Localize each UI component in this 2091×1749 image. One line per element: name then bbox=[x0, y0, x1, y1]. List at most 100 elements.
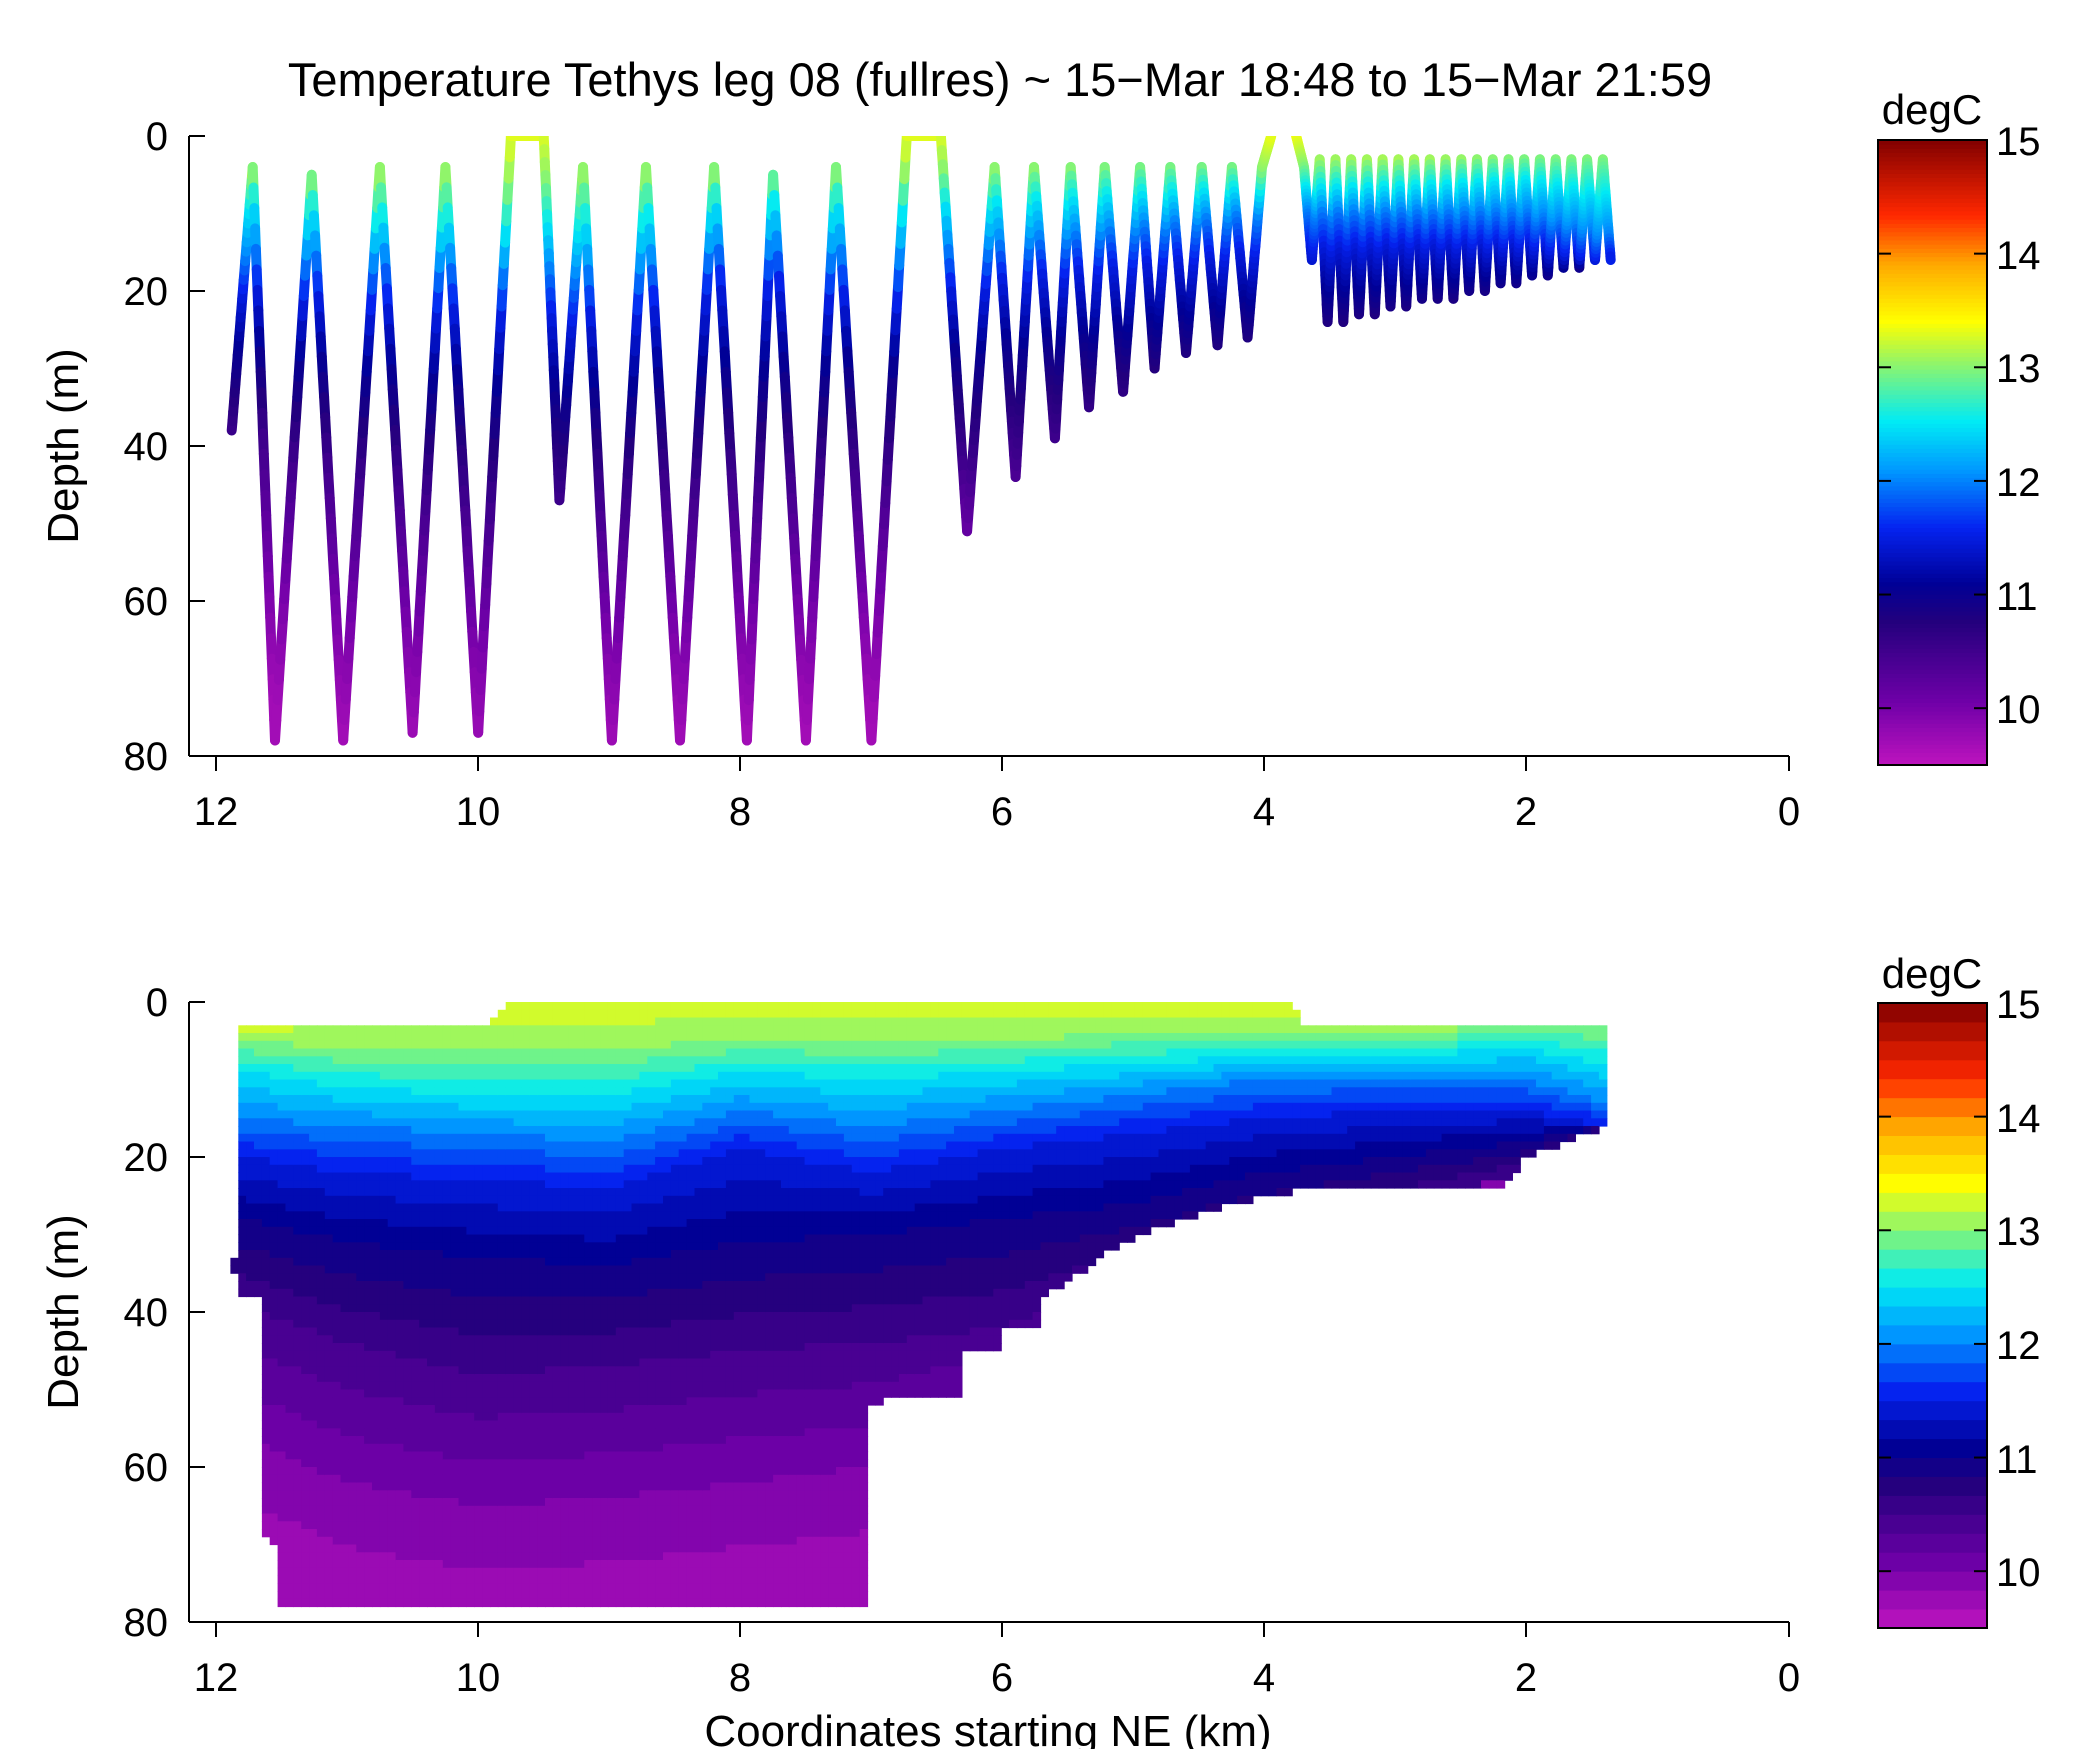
contour-cell bbox=[309, 1242, 318, 1251]
contour-cell bbox=[356, 1459, 365, 1468]
contour-cell bbox=[238, 1126, 247, 1135]
contour-cell bbox=[482, 1591, 491, 1600]
contour-cell bbox=[395, 1211, 405, 1220]
contour-cell bbox=[332, 1126, 342, 1135]
colorbar-band bbox=[1878, 227, 1987, 233]
contour-cell bbox=[285, 1436, 294, 1445]
contour-cell bbox=[332, 1381, 342, 1391]
contour-cell bbox=[474, 1420, 483, 1429]
contour-cell bbox=[419, 1110, 428, 1119]
contour-cell bbox=[277, 1513, 287, 1522]
contour-cell bbox=[387, 1211, 397, 1220]
contour-cell bbox=[277, 1420, 287, 1429]
contour-cell bbox=[466, 1234, 475, 1243]
contour-cell bbox=[411, 1281, 420, 1290]
contour-cell bbox=[254, 1133, 263, 1143]
contour-cell bbox=[450, 1428, 460, 1437]
contour-cell bbox=[254, 1149, 263, 1158]
contour-cell bbox=[395, 1079, 405, 1088]
contour-cell bbox=[474, 1312, 483, 1321]
contour-cell bbox=[301, 1451, 310, 1460]
contour-cell bbox=[379, 1164, 389, 1174]
contour-cell bbox=[301, 1219, 310, 1228]
colorbar-band bbox=[1878, 740, 1987, 745]
contour-cell bbox=[364, 1474, 373, 1484]
contour-cell bbox=[293, 1257, 302, 1267]
colorbar-band bbox=[1878, 702, 1987, 708]
contour-cell bbox=[434, 1498, 444, 1507]
contour-cell bbox=[254, 1180, 263, 1189]
contour-cell bbox=[379, 1490, 389, 1499]
contour-cell bbox=[348, 1126, 357, 1135]
contour-cell bbox=[434, 1296, 444, 1305]
contour-cell bbox=[497, 1219, 507, 1228]
contour-cell bbox=[482, 1482, 491, 1491]
contour-cell bbox=[419, 1521, 428, 1530]
contour-cell bbox=[458, 1420, 467, 1429]
contour-cell bbox=[348, 1064, 357, 1073]
contour-cell bbox=[442, 1250, 452, 1259]
contour-cell bbox=[497, 1521, 507, 1530]
contour-cell bbox=[497, 1265, 507, 1274]
contour-cell bbox=[269, 1467, 279, 1476]
contour-cell bbox=[387, 1288, 397, 1298]
contour-cell bbox=[427, 1505, 436, 1515]
contour-cell bbox=[340, 1319, 349, 1329]
contour-cell bbox=[246, 1102, 255, 1112]
contour-cell bbox=[316, 1591, 326, 1600]
contour-cell bbox=[450, 1544, 460, 1553]
contour-cell bbox=[387, 1544, 397, 1553]
contour-cell bbox=[458, 1126, 467, 1135]
contour-cell bbox=[261, 1188, 271, 1197]
contour-cell bbox=[419, 1358, 428, 1367]
contour-cell bbox=[269, 1172, 279, 1181]
contour-cell bbox=[340, 1195, 349, 1205]
contour-cell bbox=[372, 1467, 381, 1476]
contour-cell bbox=[238, 1265, 247, 1274]
contour-cell bbox=[301, 1335, 310, 1344]
contour-cell bbox=[458, 1087, 467, 1096]
contour-cell bbox=[434, 1482, 444, 1491]
contour-cell bbox=[261, 1374, 271, 1383]
contour-cell bbox=[482, 1250, 491, 1259]
contour-cell bbox=[419, 1335, 428, 1344]
contour-cell bbox=[482, 1544, 491, 1553]
contour-cell bbox=[301, 1118, 310, 1127]
contour-cell bbox=[332, 1064, 342, 1073]
contour-cell bbox=[458, 1350, 467, 1360]
contour-cell bbox=[277, 1048, 287, 1057]
contour-cell bbox=[316, 1343, 326, 1352]
contour-cell bbox=[458, 1459, 467, 1468]
contour-cell bbox=[340, 1505, 349, 1515]
contour-cell bbox=[411, 1529, 420, 1538]
contour-cell bbox=[497, 1560, 507, 1569]
colorbar-band bbox=[1878, 690, 1987, 695]
colorbar-band bbox=[1878, 402, 1987, 408]
contour-cell bbox=[482, 1428, 491, 1437]
contour-cell bbox=[466, 1436, 475, 1445]
contour-cell bbox=[427, 1498, 436, 1507]
contour-cell bbox=[364, 1180, 373, 1189]
contour-cell bbox=[332, 1033, 342, 1042]
contour-cell bbox=[254, 1087, 263, 1096]
contour-cell bbox=[497, 1188, 507, 1197]
contour-cell bbox=[269, 1265, 279, 1274]
contour-cell bbox=[261, 1451, 271, 1460]
contour-cell bbox=[309, 1296, 318, 1305]
contour-cell bbox=[254, 1281, 263, 1290]
colorbar-band bbox=[1878, 569, 1987, 574]
contour-cell bbox=[379, 1583, 389, 1592]
contour-cell bbox=[505, 1575, 515, 1584]
contour-cell bbox=[309, 1397, 318, 1406]
colorbar-band bbox=[1878, 481, 1987, 487]
contour-cell bbox=[261, 1250, 271, 1259]
contour-cell bbox=[379, 1273, 389, 1282]
contour-cell bbox=[474, 1126, 483, 1135]
contour-cell bbox=[332, 1474, 342, 1484]
contour-cell bbox=[379, 1033, 389, 1042]
colorbar-band bbox=[1878, 590, 1987, 595]
contour-cell bbox=[254, 1195, 263, 1205]
contour-cell bbox=[340, 1490, 349, 1499]
colorbar-band bbox=[1878, 615, 1987, 620]
contour-cell bbox=[419, 1591, 428, 1600]
